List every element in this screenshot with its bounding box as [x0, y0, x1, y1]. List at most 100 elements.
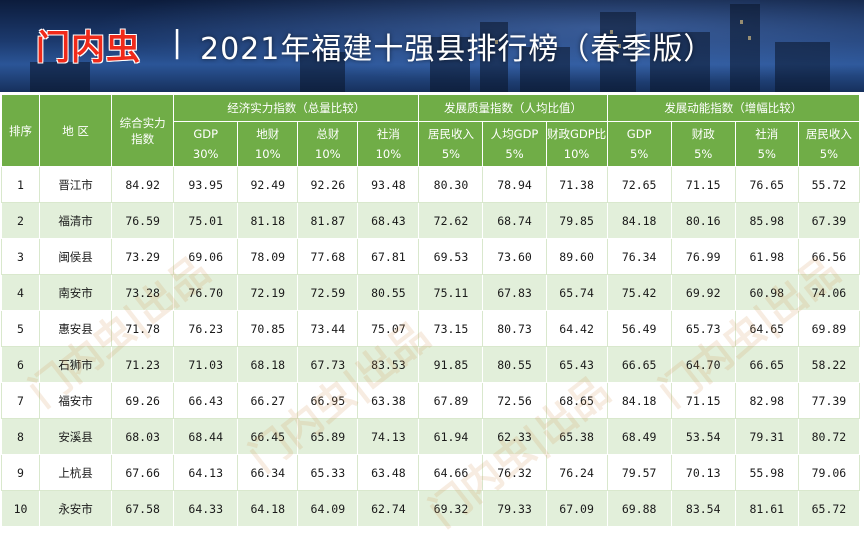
subheader-name: 人均GDP [490, 127, 539, 141]
region-cell: 福清市 [39, 202, 113, 239]
value-cell: 83.53 [357, 346, 420, 383]
value-cell: 71.38 [545, 166, 608, 203]
title-banner: 门内虫 | 2021年福建十强县排行榜（春季版） [0, 0, 864, 92]
subheader-weight: 5% [441, 147, 461, 161]
value-cell: 75.01 [173, 202, 239, 239]
rank-cell: 2 [0, 202, 41, 239]
rank-cell: 9 [0, 454, 41, 491]
subheader-name: 总财 [316, 127, 340, 141]
table-row: 1 晋江市 84.92 93.95 92.49 92.26 93.48 80.30 78.94 7… [0, 166, 861, 203]
composite-cell: 71.78 [111, 310, 175, 347]
value-cell: 65.43 [545, 346, 608, 383]
subheader-name: GDP [193, 127, 219, 141]
subheader-cell: GDP 30% [173, 121, 239, 167]
value-cell: 75.07 [357, 310, 420, 347]
subheader-name: 财政GDP比 [546, 127, 607, 141]
subheader-name: GDP [626, 127, 652, 141]
value-cell: 67.73 [297, 346, 359, 383]
value-cell: 80.16 [670, 202, 736, 239]
value-cell: 73.60 [482, 238, 547, 275]
value-cell: 79.33 [482, 490, 547, 527]
header-group-quality: 发展质量指数（人均比值） [418, 94, 608, 122]
value-cell: 84.18 [606, 382, 672, 419]
value-cell: 75.42 [606, 274, 672, 311]
value-cell: 67.09 [545, 490, 608, 527]
table-row: 10 永安市 67.58 64.33 64.18 64.09 62.74 69.32 79.33… [0, 490, 861, 527]
table-row: 5 惠安县 71.78 76.23 70.85 73.44 75.07 73.15 80.73 6… [0, 310, 861, 347]
value-cell: 69.89 [797, 310, 861, 347]
rank-cell: 7 [0, 382, 41, 419]
rank-cell: 8 [0, 418, 41, 455]
value-cell: 72.19 [237, 274, 299, 311]
table-row: 7 福安市 69.26 66.43 66.27 66.95 63.38 67.89 72.56 6… [0, 382, 861, 419]
value-cell: 77.68 [297, 238, 359, 275]
value-cell: 55.98 [734, 454, 799, 491]
value-cell: 76.65 [734, 166, 799, 203]
value-cell: 84.18 [606, 202, 672, 239]
value-cell: 58.22 [797, 346, 861, 383]
subheader-weight: 10% [375, 147, 402, 161]
composite-cell: 69.26 [111, 382, 175, 419]
value-cell: 64.13 [173, 454, 239, 491]
value-cell: 68.74 [482, 202, 547, 239]
page-title: 2021年福建十强县排行榜（春季版） [200, 32, 715, 67]
value-cell: 64.70 [670, 346, 736, 383]
value-cell: 64.09 [297, 490, 359, 527]
value-cell: 76.99 [670, 238, 736, 275]
value-cell: 71.03 [173, 346, 239, 383]
subheader-cell: 财政 5% [670, 121, 736, 167]
value-cell: 71.15 [670, 382, 736, 419]
value-cell: 80.30 [418, 166, 484, 203]
subheader-cell: 总财 10% [297, 121, 359, 167]
value-cell: 65.33 [297, 454, 359, 491]
value-cell: 76.34 [606, 238, 672, 275]
value-cell: 67.39 [797, 202, 861, 239]
value-cell: 79.57 [606, 454, 672, 491]
value-cell: 64.65 [734, 310, 799, 347]
value-cell: 70.85 [237, 310, 299, 347]
subheader-weight: 5% [694, 147, 713, 161]
city-skyline [520, 47, 570, 92]
value-cell: 76.24 [545, 454, 608, 491]
value-cell: 65.72 [797, 490, 861, 527]
region-cell: 福安市 [39, 382, 113, 419]
header-rank: 排序 [0, 94, 41, 167]
region-cell: 闽侯县 [39, 238, 113, 275]
city-skyline [480, 22, 508, 92]
subheader-weight: 5% [630, 147, 649, 161]
value-cell: 67.83 [482, 274, 547, 311]
subheader-row: GDP 30% 地财 10% 总财 10% 社消 10% 居民收入 5% 人均GDP 5% 财政GDP比… [2, 121, 861, 167]
value-cell: 64.66 [418, 454, 484, 491]
header-group-economy: 经济实力指数（总量比较） [173, 94, 420, 122]
subheader-name: 居民收入 [427, 127, 474, 141]
value-cell: 66.43 [173, 382, 239, 419]
city-light [748, 36, 751, 40]
ranking-table: 排序 地 区 综合实力指数 经济实力指数（总量比较） 发展质量指数（人均比值） … [0, 94, 861, 527]
header-composite: 综合实力指数 [111, 94, 175, 167]
value-cell: 66.34 [237, 454, 299, 491]
value-cell: 65.73 [670, 310, 736, 347]
ranking-table-body: 1 晋江市 84.92 93.95 92.49 92.26 93.48 80.30 78.94 7… [0, 166, 861, 527]
region-cell: 上杭县 [39, 454, 113, 491]
table-row: 8 安溪县 68.03 68.44 66.45 65.89 74.13 61.94 62.33 6… [0, 418, 861, 455]
region-cell: 晋江市 [39, 166, 113, 203]
value-cell: 66.65 [734, 346, 799, 383]
value-cell: 93.48 [357, 166, 420, 203]
value-cell: 71.15 [670, 166, 736, 203]
rank-cell: 4 [0, 274, 41, 311]
city-light [618, 44, 621, 48]
value-cell: 62.74 [357, 490, 420, 527]
value-cell: 92.49 [237, 166, 299, 203]
value-cell: 82.98 [734, 382, 799, 419]
header-region: 地 区 [39, 94, 113, 167]
subheader-cell: 居民收入 5% [797, 121, 861, 167]
subheader-weight: 10% [563, 147, 590, 161]
value-cell: 76.23 [173, 310, 239, 347]
table-row: 9 上杭县 67.66 64.13 66.34 65.33 63.48 64.66 76.32 7… [0, 454, 861, 491]
city-skyline [430, 37, 470, 92]
composite-cell: 84.92 [111, 166, 175, 203]
region-cell: 永安市 [39, 490, 113, 527]
city-light [495, 40, 498, 44]
value-cell: 67.89 [418, 382, 484, 419]
subheader-weight: 5% [819, 147, 839, 161]
